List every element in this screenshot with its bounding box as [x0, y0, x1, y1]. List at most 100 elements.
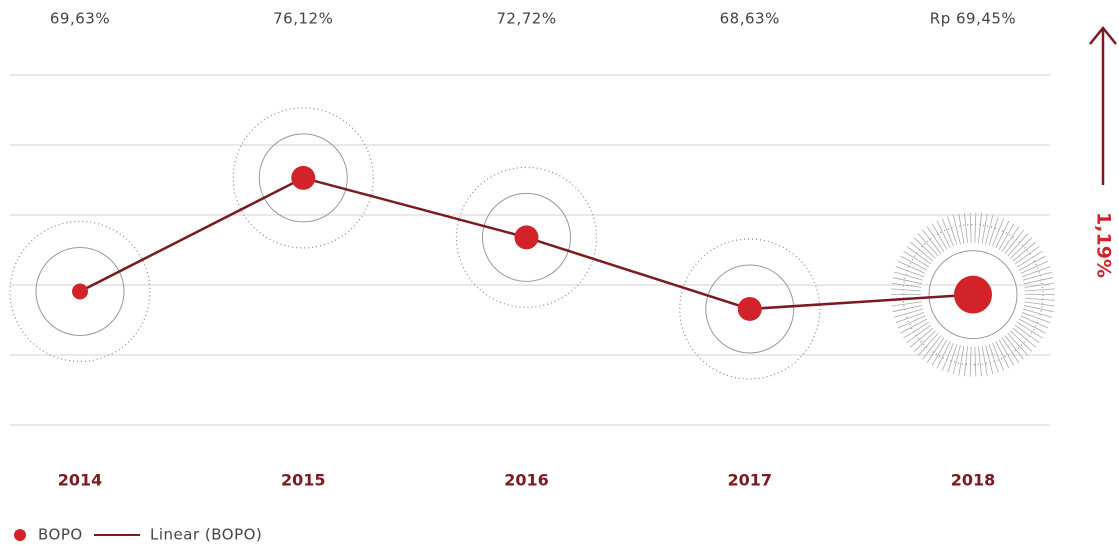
halo-ray: [992, 218, 1005, 247]
halo-ray: [891, 288, 922, 292]
data-point: [514, 225, 539, 250]
legend-label: Linear (BOPO): [150, 526, 262, 544]
halo-ray: [892, 305, 923, 313]
halo-ray: [909, 327, 934, 348]
halo-ray: [1004, 335, 1024, 360]
data-point: [954, 275, 992, 314]
halo-ray: [897, 315, 926, 329]
halo-ray: [1007, 233, 1029, 257]
halo-ray: [922, 335, 942, 360]
halo-ray: [995, 220, 1010, 249]
halo-ray: [895, 266, 925, 278]
halo-ray: [1014, 246, 1040, 265]
halo-ray: [1020, 260, 1049, 274]
halo-ray: [952, 214, 961, 245]
x-tick-label: 2016: [504, 471, 549, 490]
halo-ring: [482, 192, 571, 282]
halo-ray: [926, 337, 945, 363]
x-tick-label: 2017: [727, 471, 772, 490]
halo-ray: [1024, 282, 1055, 288]
halo-ray: [1018, 255, 1046, 271]
halo-ray: [988, 216, 999, 246]
halo-ray: [974, 212, 977, 243]
halo-ray: [917, 333, 939, 356]
halo-ray: [1014, 324, 1040, 344]
halo-ray: [1004, 229, 1024, 254]
x-tick-label: 2014: [58, 471, 103, 490]
halo-ring: [258, 133, 348, 223]
legend-label: BOPO: [38, 526, 83, 544]
halo-ray: [1016, 250, 1043, 268]
annotation: 1,19%: [1093, 212, 1115, 278]
halo-ray: [964, 346, 968, 377]
halo-ray: [947, 343, 958, 373]
value-label: 76,12%: [273, 10, 333, 28]
halo-ray: [931, 339, 948, 366]
halo-ray: [992, 342, 1005, 371]
halo-ray: [1024, 288, 1055, 292]
halo-ring: [35, 246, 125, 336]
halo-ray: [913, 237, 936, 259]
data-point: [737, 296, 762, 321]
legend-marker: [14, 529, 26, 541]
halo-ray: [985, 214, 994, 245]
halo-ray: [1012, 241, 1037, 262]
halo-ray: [922, 229, 942, 254]
halo-ray: [1022, 271, 1052, 281]
halo-ray: [1010, 330, 1033, 352]
halo-ray: [978, 346, 982, 377]
halo-ray: [1001, 226, 1020, 252]
halo-ray: [931, 223, 948, 250]
halo-ray: [1018, 318, 1046, 334]
arrow-head: [1089, 26, 1117, 45]
halo-ray: [952, 344, 961, 375]
halo-ray: [1023, 305, 1054, 313]
halo-ray: [1010, 237, 1033, 259]
halo-ray: [906, 324, 932, 344]
halo-ray: [1021, 312, 1051, 324]
x-tick-label: 2018: [951, 471, 996, 490]
halo-ring: [928, 250, 1018, 340]
halo-ray: [981, 213, 988, 244]
halo-ring: [705, 264, 795, 354]
halo-ray: [1007, 333, 1029, 356]
halo-ray: [1020, 315, 1049, 329]
halo-ray: [1012, 327, 1037, 348]
halo-ray: [988, 343, 999, 373]
halo-dotted: [9, 220, 151, 363]
halo-ray: [974, 346, 977, 377]
halo-ray: [947, 216, 958, 246]
halo-ray: [894, 308, 924, 318]
halo-ray: [1024, 297, 1055, 301]
halo-ray: [917, 233, 939, 257]
data-point: [291, 165, 316, 190]
halo-ray: [897, 260, 926, 274]
halo-ray: [958, 213, 965, 244]
halo-ray: [995, 341, 1010, 369]
halo-ray: [900, 255, 928, 271]
halo-ray: [891, 282, 922, 288]
halo-dotted: [455, 166, 598, 308]
halo-ray: [1001, 337, 1020, 363]
halo-dotted: [232, 107, 374, 249]
halo-ray: [998, 339, 1015, 366]
halo-ray: [906, 246, 932, 265]
halo-ray: [913, 330, 936, 352]
halo-ray: [891, 301, 922, 307]
halo-ray: [903, 321, 930, 339]
halo-ray: [903, 250, 930, 268]
halo-ray: [969, 346, 972, 377]
halo-ray: [941, 342, 954, 371]
halo-ray: [936, 220, 951, 249]
halo-ray: [998, 223, 1015, 250]
x-tick-label: 2015: [281, 471, 326, 490]
halo-ray: [1021, 266, 1051, 278]
halo-ray: [926, 226, 945, 252]
halo-ray: [892, 277, 923, 285]
data-point: [72, 283, 88, 300]
halo-ray: [964, 213, 968, 243]
halo-ray: [1016, 321, 1043, 339]
halo-ray: [969, 212, 972, 243]
halo-ray: [909, 241, 934, 262]
